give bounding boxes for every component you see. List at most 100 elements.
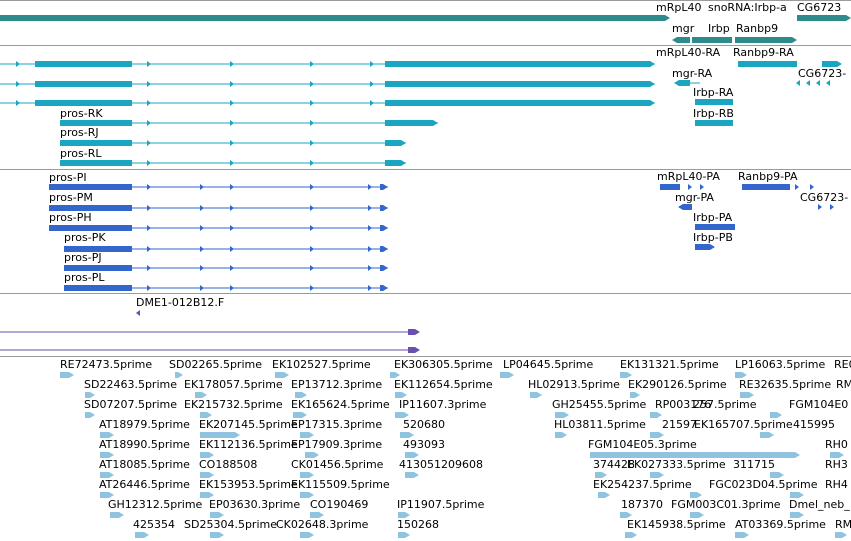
- feature-label[interactable]: Irbp-PA: [693, 211, 733, 224]
- exon[interactable]: [695, 99, 733, 105]
- feature-label[interactable]: EK153953.5prime: [199, 478, 298, 491]
- feature-label[interactable]: FGM104E0: [789, 398, 849, 411]
- feature-label[interactable]: mRpL40-PA: [657, 170, 720, 183]
- exon[interactable]: [660, 184, 680, 190]
- exon-end[interactable]: [822, 61, 842, 67]
- feature-label[interactable]: Ranbp9-PA: [738, 170, 798, 183]
- feature-label[interactable]: Irbp: [708, 22, 730, 35]
- feature-label[interactable]: EK207145.5prime: [199, 418, 298, 431]
- est-feature[interactable]: [85, 392, 95, 398]
- feature-label[interactable]: EK254237.5prime: [593, 478, 692, 491]
- feature-label[interactable]: pros-PM: [49, 191, 93, 204]
- est-feature[interactable]: [740, 392, 754, 398]
- feature-label[interactable]: pros-PI: [49, 171, 87, 184]
- est-feature[interactable]: [650, 432, 664, 438]
- feature-label[interactable]: SD02265.5prime: [169, 358, 262, 371]
- feature-label[interactable]: EK290126.5prime: [628, 378, 727, 391]
- exon-end[interactable]: [380, 184, 388, 190]
- exon-end[interactable]: [380, 225, 388, 231]
- feature-label[interactable]: HL03811.5prime: [554, 418, 646, 431]
- exon[interactable]: [385, 100, 650, 106]
- gene-bar[interactable]: [692, 37, 732, 43]
- feature-label[interactable]: EK112136.5prime: [199, 438, 298, 451]
- gene-bar[interactable]: [672, 37, 690, 43]
- feature-label[interactable]: AT03369.5prime: [735, 518, 826, 531]
- exon-end[interactable]: [695, 244, 715, 250]
- feature-label[interactable]: 374428: [593, 458, 635, 471]
- feature-label[interactable]: RM: [836, 378, 851, 391]
- feature-label[interactable]: CO190469: [310, 498, 369, 511]
- feature-label[interactable]: Ranbp9: [736, 22, 779, 35]
- feature-label[interactable]: IP11607.3prime: [399, 398, 487, 411]
- est-feature[interactable]: [530, 392, 542, 398]
- gene-bar[interactable]: [655, 15, 670, 21]
- feature-label[interactable]: 209608: [441, 458, 483, 471]
- est-feature[interactable]: [210, 532, 224, 538]
- feature-label[interactable]: CG6723: [797, 1, 842, 14]
- est-feature[interactable]: [770, 412, 782, 418]
- exon[interactable]: [695, 224, 735, 230]
- feature-label[interactable]: EK165707.5prime: [694, 418, 793, 431]
- feature-label[interactable]: Irbp-RB: [693, 107, 734, 120]
- feature-label[interactable]: Irbp-PB: [693, 231, 733, 244]
- est-feature[interactable]: [395, 412, 409, 418]
- est-feature[interactable]: [400, 432, 414, 438]
- est-feature[interactable]: [85, 412, 95, 418]
- feature-label[interactable]: Ranbp9-RA: [733, 46, 794, 59]
- feature-label[interactable]: FGM104E05.3prime: [588, 438, 697, 451]
- est-feature[interactable]: [650, 472, 664, 478]
- feature-label[interactable]: pros-RJ: [60, 126, 99, 139]
- feature-label[interactable]: AT18990.5prime: [99, 438, 190, 451]
- feature-label[interactable]: EP03630.3prime: [209, 498, 301, 511]
- est-feature[interactable]: [500, 372, 514, 378]
- feature-label[interactable]: CK02648.3prime: [276, 518, 369, 531]
- feature-label[interactable]: pros-PH: [49, 211, 92, 224]
- est-feature[interactable]: [790, 492, 804, 498]
- feature-label[interactable]: RM: [835, 518, 851, 531]
- feature-label[interactable]: EK115509.5prime: [291, 478, 390, 491]
- exon-end[interactable]: [408, 347, 420, 353]
- exon[interactable]: [35, 61, 132, 67]
- feature-label[interactable]: pros-PL: [64, 271, 105, 284]
- feature-label[interactable]: Irbp-RA: [693, 86, 734, 99]
- est-feature[interactable]: [630, 392, 640, 398]
- est-feature[interactable]: [398, 532, 410, 538]
- feature-label[interactable]: CG6723-: [800, 191, 849, 204]
- feature-label[interactable]: 311715: [733, 458, 775, 471]
- exon[interactable]: [695, 120, 733, 126]
- est-feature[interactable]: [300, 492, 314, 498]
- est-feature[interactable]: [598, 492, 610, 498]
- feature-label[interactable]: RE32635.5prime: [739, 378, 832, 391]
- exon[interactable]: [49, 225, 132, 231]
- est-feature[interactable]: [830, 452, 844, 458]
- est-feature[interactable]: [295, 392, 307, 398]
- feature-label[interactable]: EP17909.3prime: [291, 438, 383, 451]
- exon[interactable]: [742, 184, 790, 190]
- exon[interactable]: [35, 81, 132, 87]
- est-feature[interactable]: [735, 372, 747, 378]
- est-feature[interactable]: [310, 512, 324, 518]
- gene-bar[interactable]: [0, 15, 655, 21]
- est-feature[interactable]: [690, 492, 702, 498]
- exon-end[interactable]: [640, 81, 655, 87]
- feature-label[interactable]: DME1-012B12.F: [136, 296, 225, 309]
- est-feature[interactable]: [200, 432, 240, 438]
- est-feature[interactable]: [300, 532, 314, 538]
- feature-label[interactable]: AT18085.5prime: [99, 458, 190, 471]
- feature-label[interactable]: mRpL40: [656, 1, 702, 14]
- exon-end[interactable]: [380, 246, 388, 252]
- est-feature[interactable]: [275, 372, 289, 378]
- est-feature[interactable]: [650, 412, 662, 418]
- feature-label[interactable]: RE72473.5prime: [60, 358, 153, 371]
- feature-label[interactable]: RP003176: [655, 398, 712, 411]
- feature-label[interactable]: 150268: [397, 518, 439, 531]
- exon-end[interactable]: [678, 204, 692, 210]
- feature-label[interactable]: EK145938.5prime: [627, 518, 726, 531]
- feature-label[interactable]: GH25455.5prime: [552, 398, 647, 411]
- est-feature[interactable]: [835, 532, 847, 538]
- est-feature[interactable]: [620, 372, 632, 378]
- est-feature[interactable]: [60, 372, 74, 378]
- est-feature[interactable]: [300, 472, 314, 478]
- exon-end[interactable]: [380, 205, 388, 211]
- exon[interactable]: [64, 265, 132, 271]
